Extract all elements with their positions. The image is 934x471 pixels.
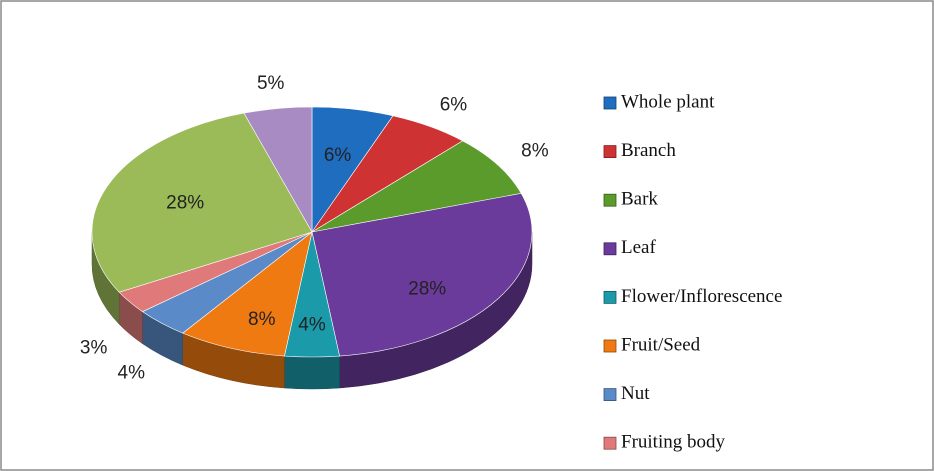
legend-swatch [603,339,617,353]
data-label: 6% [440,94,468,115]
legend-swatch [603,290,617,304]
legend-label: Leaf [621,237,656,258]
data-label: 3% [80,337,108,358]
legend-swatch [603,242,617,256]
slice [243,106,313,234]
slice [182,231,313,357]
data-label: 5% [257,73,285,94]
legend-label: Fruit/Seed [621,334,701,355]
data-label: 28% [408,279,446,300]
legend-label: Branch [621,140,676,161]
legend-label: Flower/Inflorescence [621,286,782,307]
data-label: 8% [248,309,276,330]
legend-label: Whole plant [621,91,715,112]
slice [311,193,533,357]
legend-label: Fruiting body [621,432,725,453]
legend-swatch [603,96,617,110]
data-label: 28% [166,192,204,213]
data-label: 6% [324,145,352,166]
data-label: 4% [118,362,146,383]
legend-swatch [603,145,617,159]
slice-side [284,355,340,390]
legend-label: Nut [621,383,650,404]
slice [91,112,313,293]
legend-label: Bark [621,189,658,210]
data-label: 4% [298,315,326,336]
data-label: 8% [521,141,549,162]
slice [311,140,522,233]
legend-swatch [603,193,617,207]
legend-swatch [603,436,617,450]
legend-swatch [603,388,617,402]
